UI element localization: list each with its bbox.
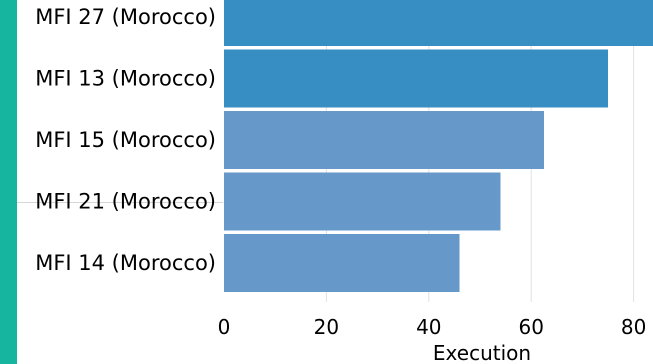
x-tick-label: 20: [314, 315, 339, 339]
category-label: MFI 15 (Morocco): [35, 128, 216, 152]
accent-bar: [0, 0, 17, 364]
bar[interactable]: [224, 172, 501, 231]
bar[interactable]: [224, 111, 544, 169]
category-label: MFI 21 (Morocco): [35, 190, 216, 214]
separator-line: [17, 202, 223, 203]
x-tick-label: 80: [621, 315, 646, 339]
category-label: MFI 14 (Morocco): [35, 251, 216, 275]
bar[interactable]: [224, 0, 653, 46]
x-axis-title: Execution: [433, 341, 531, 364]
x-tick-label: 40: [416, 315, 441, 339]
category-label: MFI 13 (Morocco): [35, 67, 216, 91]
x-tick-label: 0: [218, 315, 231, 339]
bar[interactable]: [224, 49, 608, 108]
bar[interactable]: [224, 234, 460, 292]
category-label: MFI 27 (Morocco): [35, 5, 216, 29]
x-tick-label: 60: [518, 315, 543, 339]
